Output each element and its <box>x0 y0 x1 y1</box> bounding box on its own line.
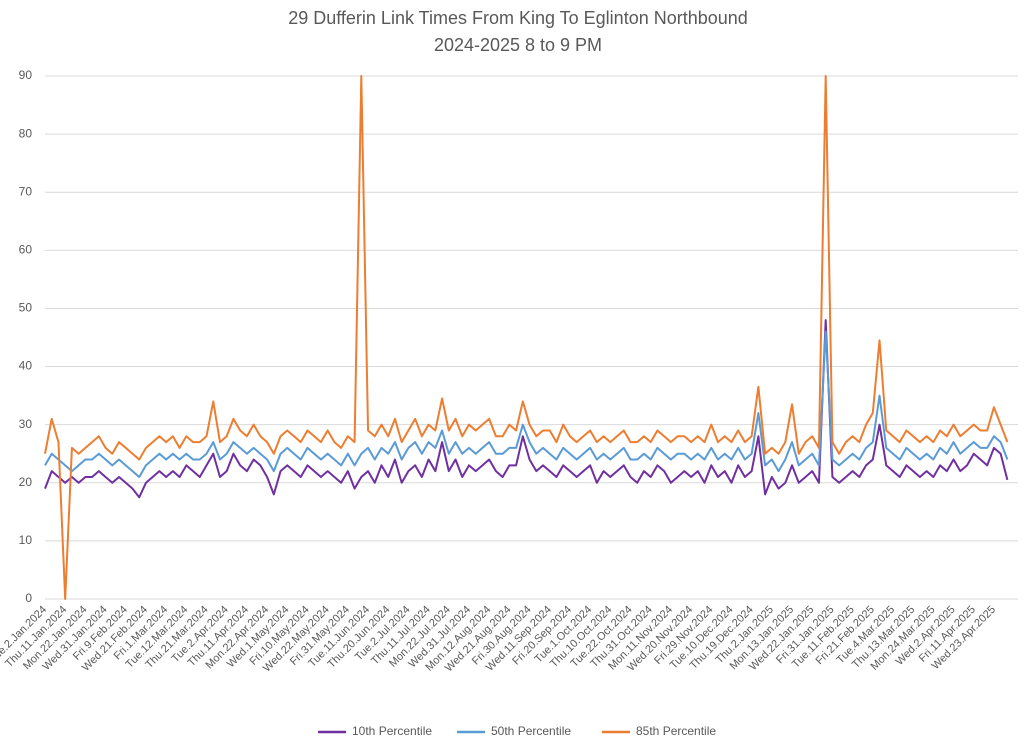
y-tick-label: 20 <box>19 475 33 489</box>
series-line <box>44 75 1009 600</box>
chart-subtitle: 2024-2025 8 to 9 PM <box>434 35 602 55</box>
y-tick-label: 60 <box>19 243 33 257</box>
y-tick-label: 50 <box>19 301 33 315</box>
y-tick-label: 90 <box>19 68 33 82</box>
y-tick-label: 30 <box>19 417 33 431</box>
y-tick-label: 80 <box>19 126 33 140</box>
y-tick-label: 40 <box>19 359 33 373</box>
legend-label: 10th Percentile <box>352 724 432 738</box>
legend-label: 50th Percentile <box>491 724 571 738</box>
chart-title: 29 Dufferin Link Times From King To Egli… <box>288 8 748 28</box>
series-line <box>44 330 1009 478</box>
y-tick-label: 70 <box>19 184 33 198</box>
y-tick-label: 0 <box>25 591 32 605</box>
legend-label: 85th Percentile <box>636 724 716 738</box>
y-tick-label: 10 <box>19 533 33 547</box>
series-line <box>44 319 1009 499</box>
